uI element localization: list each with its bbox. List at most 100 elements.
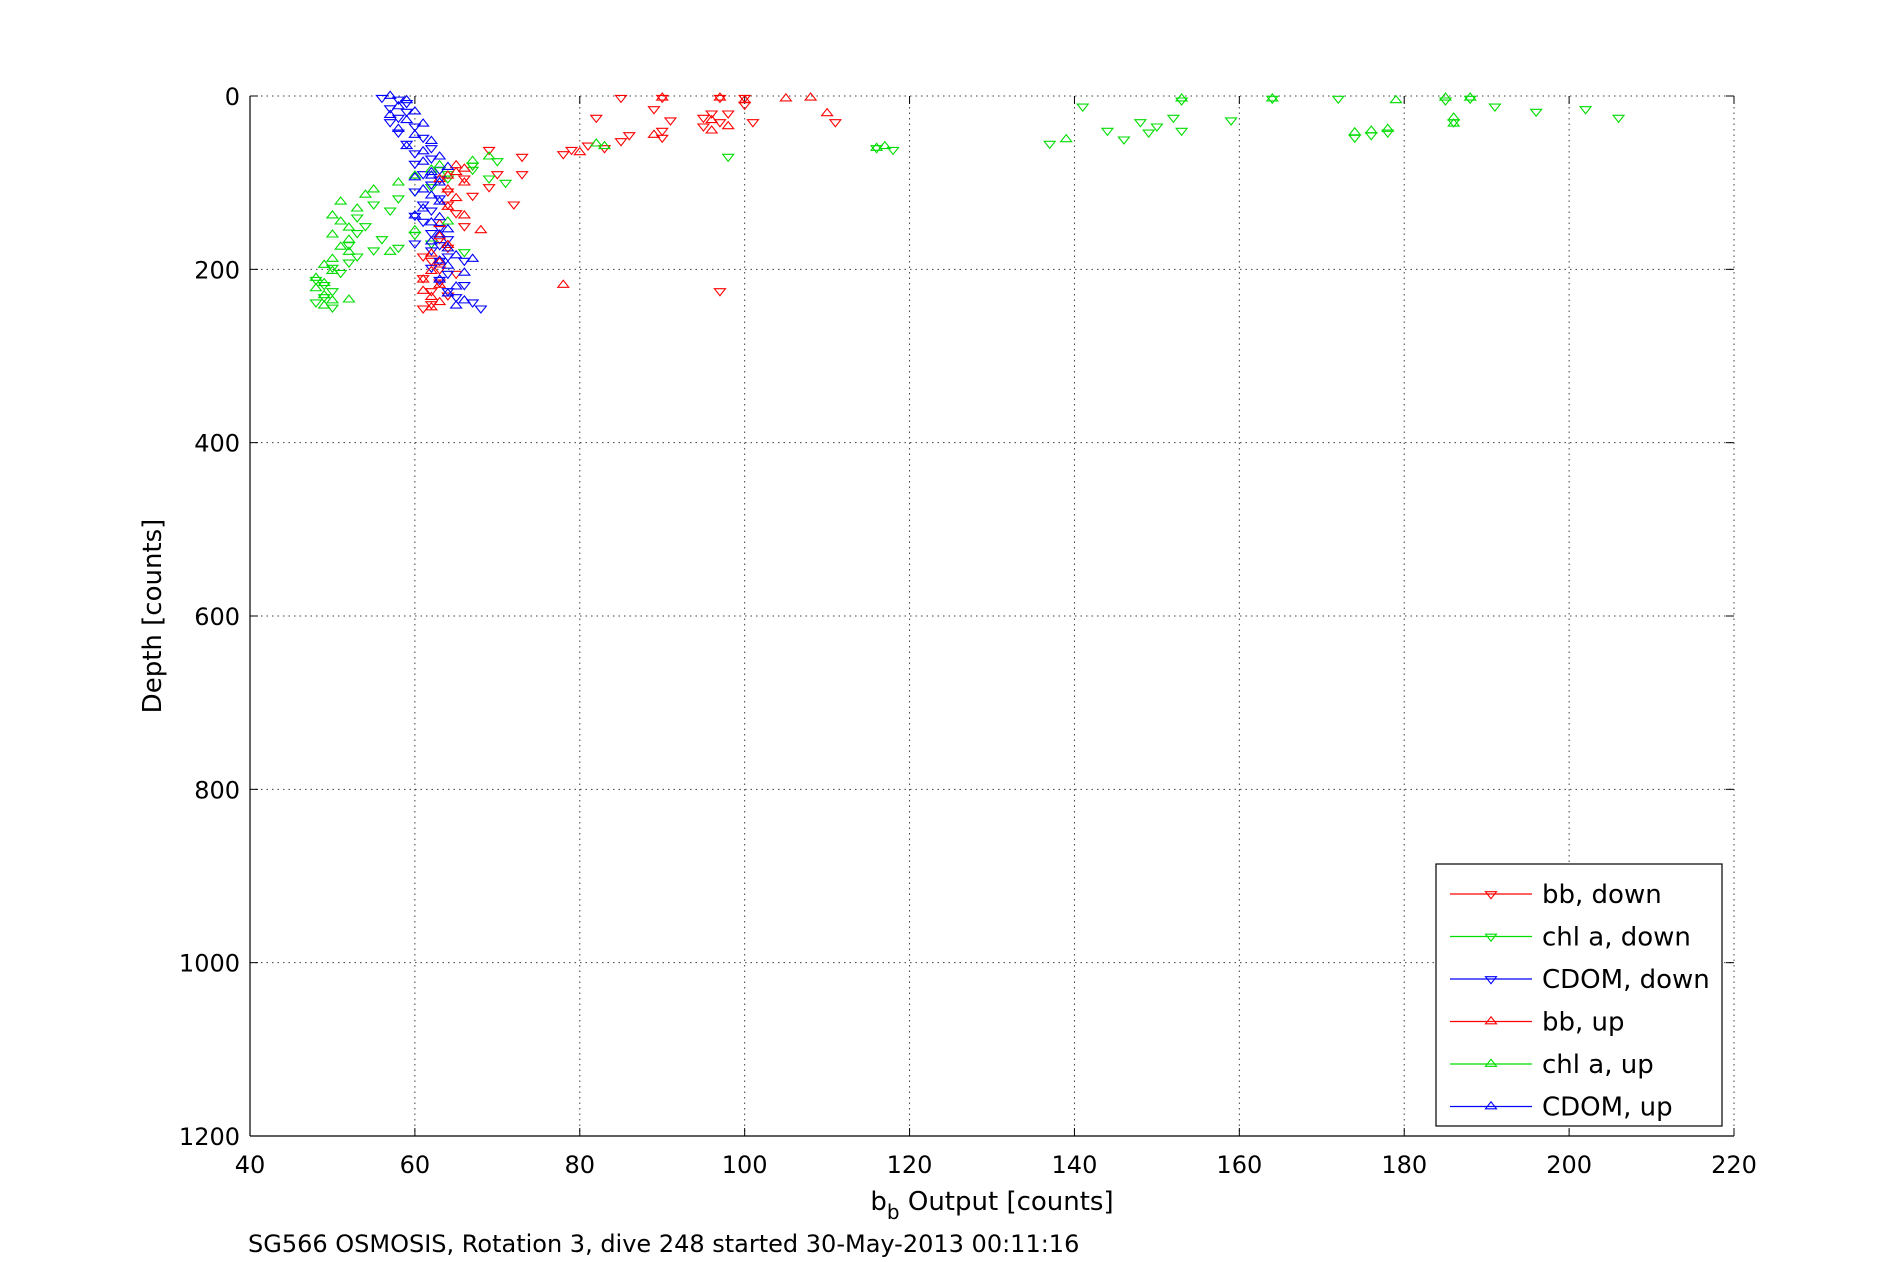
data-point [416,156,430,165]
data-point [721,153,735,163]
y-tick-label: 400 [194,430,240,458]
data-point [400,140,414,150]
data-point [325,253,340,262]
data-point [515,171,529,180]
data-point [358,189,373,198]
legend-label: bb, up [1542,1008,1625,1038]
data-point [325,210,340,219]
x-tick-label: 200 [1546,1151,1592,1179]
data-point [325,229,340,238]
data-point [449,294,463,303]
data-point [1447,112,1461,121]
data-point [482,151,496,160]
data-point [738,94,752,104]
data-point [424,301,439,311]
data-point [432,256,447,266]
data-point [1150,123,1164,132]
data-point [1100,127,1115,137]
data-point [622,132,636,141]
data-point [309,276,323,286]
series-bb-up [416,92,834,311]
data-point [721,110,735,119]
x-tick-label: 120 [887,1151,933,1179]
legend-marker [1484,933,1498,943]
data-point [317,277,331,287]
data-point [441,201,455,210]
data-point [474,224,488,234]
data-point [713,119,727,128]
data-point [1174,127,1189,137]
data-point [655,127,669,137]
data-point [886,146,900,156]
data-point [482,175,496,184]
data-point [449,210,463,219]
data-point [465,299,480,308]
data-point [705,125,719,134]
data-point [424,170,439,179]
data-point [1578,106,1593,115]
x-tick-label: 100 [722,1151,768,1179]
data-point [482,146,496,156]
data-point [696,114,711,124]
data-point [441,223,455,233]
data-point [309,272,323,281]
data-point [828,119,842,128]
data-point [803,92,818,101]
data-point [432,176,447,185]
y-axis-label: Depth [counts] [138,519,168,714]
data-point [383,105,397,114]
x-tick-label: 220 [1711,1151,1757,1179]
data-point [441,184,455,193]
x-tick-label: 180 [1381,1151,1427,1179]
x-tick-label: 160 [1216,1151,1262,1179]
axes [249,95,1735,1137]
data-point [400,108,414,118]
data-point [342,222,356,231]
data-point [457,249,471,258]
data-point [441,236,455,245]
data-point [400,114,414,124]
data-point [432,177,447,186]
data-point [383,90,397,99]
data-point [589,114,603,124]
data-point [1076,103,1090,112]
data-point [317,300,331,309]
data-point [416,218,430,228]
x-tick-label: 140 [1052,1151,1098,1179]
legend-label: chl a, down [1542,923,1691,953]
data-point [408,188,422,197]
data-point [441,260,455,269]
data-point [391,114,406,124]
legend-box [1435,863,1723,1127]
data-point [474,305,488,314]
data-point [424,240,439,249]
legend-marker [1484,1058,1498,1067]
data-point [432,296,447,306]
data-point [432,195,447,204]
data-point [705,110,719,119]
data-point [424,181,439,190]
data-point [432,224,447,234]
data-point [424,207,439,216]
data-point [1438,92,1453,101]
data-point [432,151,447,160]
x-tick-label: 60 [400,1151,431,1179]
data-point [515,153,529,163]
data-point [424,190,439,199]
y-tick-label: 1200 [179,1123,240,1151]
data-point [383,119,397,128]
data-point [408,129,422,138]
data-point [416,253,430,262]
data-point [416,118,430,127]
legend-marker [1484,976,1498,985]
data-point [1381,123,1395,132]
data-point [325,304,340,314]
data-point [424,247,439,256]
data-point [869,145,884,154]
data-point [408,212,422,222]
data-point [498,179,513,189]
series-cdom-up [383,90,480,309]
data-point [408,171,422,181]
data-point [1381,129,1395,138]
data-point [432,274,447,283]
